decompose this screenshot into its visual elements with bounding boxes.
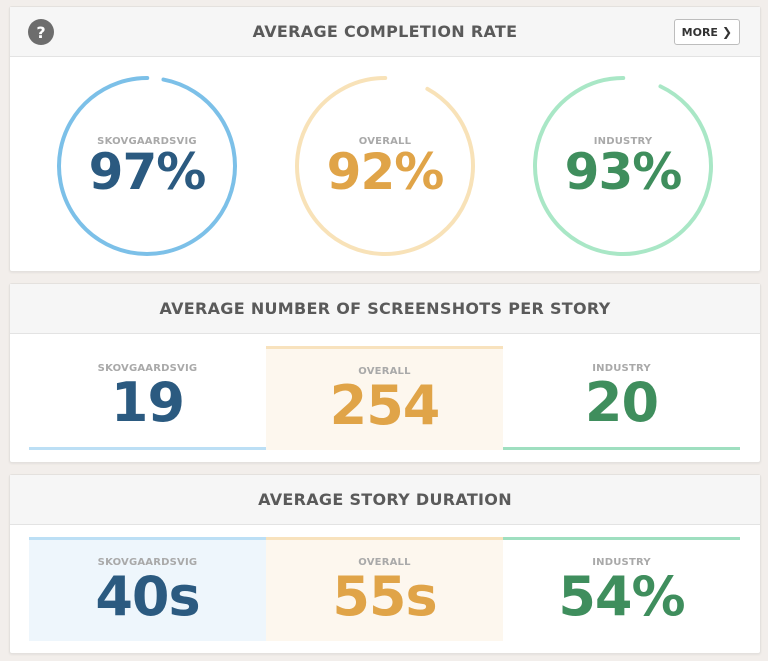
industry-duration-value: 54% [558,565,685,628]
story-duration-title: AVERAGE STORY DURATION [258,490,512,509]
more-button[interactable]: MORE ❯ [673,19,740,45]
overall-screenshots-value: 254 [329,374,441,437]
screenshots-per-story-header: AVERAGE NUMBER OF SCREENSHOTS PER STORY [10,284,760,334]
industry-label: INDUSTRY [592,557,651,568]
overall-label: OVERALL [358,366,411,377]
completion-rate-header: ? AVERAGE COMPLETION RATE MORE ❯ [10,7,760,57]
screenshots-stats: SKOVGAARDSVIG 19 OVERALL 254 INDUSTRY 20 [10,334,760,462]
overall-ring-graphic [295,75,475,256]
chevron-right-icon: ❯ [721,25,732,39]
duration-stats: SKOVGAARDSVIG 40s OVERALL 55s INDUSTRY 5… [10,525,760,653]
industry-ring: INDUSTRY 93% [532,75,714,257]
overall-ring-arc [295,75,475,256]
industry-label: INDUSTRY [592,363,651,374]
story-duration-header: AVERAGE STORY DURATION [10,475,760,525]
industry-completion-value: 93% [564,142,683,201]
overall-completion-value: 92% [326,142,445,201]
industry-screenshots-column: INDUSTRY 20 [503,346,740,450]
skovgaardsvig-ring-graphic [57,76,237,256]
skovgaardsvig-label: SKOVGAARDSVIG [97,363,198,374]
industry-ring-graphic [533,76,713,256]
industry-ring-arc [533,76,713,256]
skovgaardsvig-screenshots-column: SKOVGAARDSVIG 19 [29,346,266,450]
skovgaardsvig-ring: SKOVGAARDSVIG 97% [56,75,238,257]
overall-label: OVERALL [358,135,412,147]
screenshots-per-story-card: AVERAGE NUMBER OF SCREENSHOTS PER STORY … [9,283,761,463]
skovgaardsvig-ring-arc [57,76,237,256]
more-button-label: MORE [681,25,718,39]
overall-ring: OVERALL 92% [294,75,476,257]
question-circle-icon[interactable]: ? [28,19,54,45]
completion-rate-title: AVERAGE COMPLETION RATE [252,22,518,41]
screenshots-per-story-title: AVERAGE NUMBER OF SCREENSHOTS PER STORY [159,299,611,318]
industry-label: INDUSTRY [593,135,653,147]
skovgaardsvig-label: SKOVGAARDSVIG [97,557,198,568]
industry-duration-column: INDUSTRY 54% [503,537,740,641]
completion-rings: SKOVGAARDSVIG 97% OVERALL 92% INDUSTRY 9… [10,57,760,271]
skovgaardsvig-screenshots-value: 19 [110,371,185,434]
skovgaardsvig-label: SKOVGAARDSVIG [97,135,197,147]
industry-screenshots-value: 20 [584,371,659,434]
overall-duration-column: OVERALL 55s [266,537,503,641]
overall-duration-value: 55s [332,565,437,628]
skovgaardsvig-duration-column: SKOVGAARDSVIG 40s [29,537,266,641]
completion-rate-card: ? AVERAGE COMPLETION RATE MORE ❯ SKOVGAA… [9,6,761,272]
overall-label: OVERALL [358,557,411,568]
skovgaardsvig-duration-value: 40s [95,565,200,628]
overall-screenshots-column: OVERALL 254 [266,346,503,450]
story-duration-card: AVERAGE STORY DURATION SKOVGAARDSVIG 40s… [9,474,761,654]
skovgaardsvig-completion-value: 97% [88,142,207,201]
